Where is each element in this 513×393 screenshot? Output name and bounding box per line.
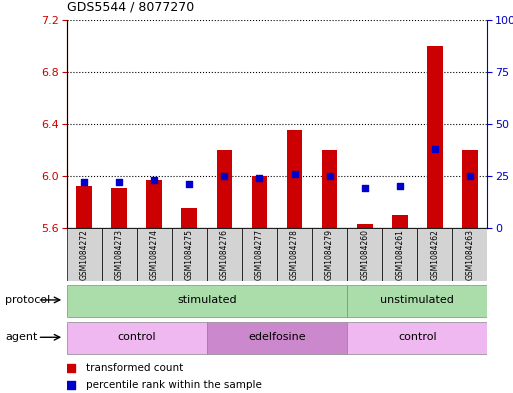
Bar [76,186,92,228]
Text: GSM1084263: GSM1084263 [465,229,475,280]
Text: GSM1084279: GSM1084279 [325,229,334,280]
Bar [312,228,347,281]
Bar [417,228,452,281]
Text: transformed count: transformed count [86,362,183,373]
Point [466,173,474,179]
Text: GSM1084261: GSM1084261 [395,229,404,280]
Bar [67,228,102,281]
Point [361,185,369,191]
Text: percentile rank within the sample: percentile rank within the sample [86,380,262,390]
Bar [67,322,207,354]
Bar [427,46,443,228]
Bar [392,215,408,228]
Bar [347,285,487,317]
Text: stimulated: stimulated [177,295,236,305]
Bar [137,228,172,281]
Text: GSM1084262: GSM1084262 [430,229,439,280]
Bar [111,187,127,228]
Bar [322,150,338,228]
Bar [287,130,303,228]
Text: GSM1084273: GSM1084273 [115,229,124,280]
Point [220,173,228,179]
Point [80,179,88,185]
Text: GSM1084276: GSM1084276 [220,229,229,280]
Point [396,183,404,189]
Text: GSM1084275: GSM1084275 [185,229,194,280]
Bar [347,322,487,354]
Bar [146,180,162,228]
Text: edelfosine: edelfosine [248,332,306,342]
Bar [382,228,417,281]
Bar [102,228,137,281]
Text: GSM1084260: GSM1084260 [360,229,369,280]
Point [290,171,299,177]
Text: GSM1084277: GSM1084277 [255,229,264,280]
Bar [251,176,267,228]
Bar [182,208,198,228]
Text: GSM1084274: GSM1084274 [150,229,159,280]
Bar [452,228,487,281]
Text: control: control [117,332,156,342]
Text: GSM1084272: GSM1084272 [80,229,89,280]
Bar [172,228,207,281]
Point [150,177,159,183]
Bar [242,228,277,281]
Point [430,146,439,152]
Bar [357,224,372,228]
Bar [216,150,232,228]
Point [67,364,75,371]
Bar [207,322,347,354]
Text: GDS5544 / 8077270: GDS5544 / 8077270 [67,1,194,14]
Text: protocol: protocol [5,295,50,305]
Text: control: control [398,332,437,342]
Text: unstimulated: unstimulated [380,295,454,305]
Point [115,179,123,185]
Bar [67,285,347,317]
Point [325,173,333,179]
Bar [462,150,478,228]
Bar [277,228,312,281]
Text: agent: agent [5,332,37,342]
Bar [207,228,242,281]
Point [185,181,193,187]
Bar [347,228,382,281]
Point [67,382,75,388]
Text: GSM1084278: GSM1084278 [290,229,299,280]
Point [255,175,264,181]
